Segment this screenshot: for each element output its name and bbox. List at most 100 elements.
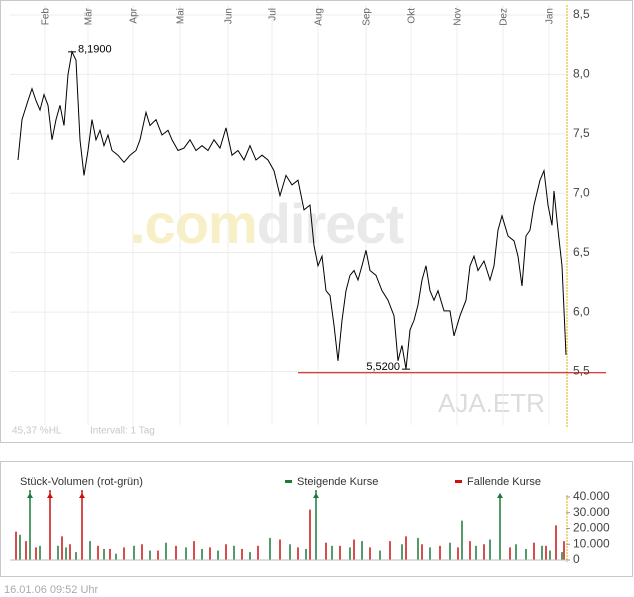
volume-bar	[75, 552, 77, 560]
volume-bar	[123, 547, 125, 560]
x-tick-label: Dez	[499, 8, 510, 26]
volume-bar	[69, 544, 71, 560]
volume-bar	[563, 541, 565, 560]
y-tick-label: 0	[573, 552, 580, 566]
volume-bar	[89, 541, 91, 560]
y-tick-label: 40.000	[573, 489, 610, 503]
volume-bar	[555, 525, 557, 560]
volume-bar	[61, 536, 63, 560]
volume-bar	[25, 541, 27, 560]
volume-bar	[35, 547, 37, 560]
volume-bar	[325, 542, 327, 560]
footer: 16.01.06 09:52 Uhr	[4, 584, 99, 596]
volume-bar	[309, 509, 311, 560]
volume-bar	[115, 553, 117, 560]
volume-bar	[489, 539, 491, 560]
y-tick-label: 5,5	[573, 364, 590, 378]
x-tick-label: Apr	[129, 7, 140, 23]
volume-bar	[561, 552, 563, 560]
volume-bar	[483, 544, 485, 560]
volume-bar	[141, 544, 143, 560]
volume-bar	[541, 545, 543, 560]
symbol: AJA.ETR	[438, 388, 545, 418]
volume-bar	[39, 545, 41, 560]
volume-bar	[499, 493, 501, 560]
volume-bar	[297, 547, 299, 560]
legend-swatch	[285, 480, 292, 483]
volume-bar	[525, 548, 527, 560]
volume-bar	[165, 542, 167, 560]
volume-bar	[201, 548, 203, 560]
volume-bar	[405, 536, 407, 560]
volume-bar	[315, 490, 317, 560]
volume-bar	[331, 545, 333, 560]
volume-bar	[19, 534, 21, 560]
x-tick-label: Mai	[176, 8, 187, 24]
volume-bar	[279, 539, 281, 560]
x-tick-label: Jan	[545, 8, 556, 24]
volume-bar	[233, 545, 235, 560]
y-tick-label: 6,5	[573, 245, 590, 259]
x-tick-label: Sep	[362, 8, 373, 26]
watermark: .comdirect	[130, 192, 404, 255]
volume-bar	[57, 545, 59, 560]
volume-title: Stück-Volumen (rot-grün)	[20, 476, 143, 488]
volume-bar	[509, 547, 511, 560]
volume-bar	[353, 539, 355, 560]
volume-bar	[149, 550, 151, 560]
volume-bar	[65, 547, 67, 560]
volume-bar	[461, 520, 463, 560]
volume-bar	[81, 490, 83, 560]
y-tick-label: 8,0	[573, 67, 590, 81]
volume-bar	[369, 547, 371, 560]
volume-bar	[389, 541, 391, 560]
volume-bar	[175, 545, 177, 560]
volume-bar	[533, 542, 535, 560]
volume-bar	[401, 544, 403, 560]
volume-bar	[209, 547, 211, 560]
volume-bar	[257, 545, 259, 560]
volume-bar	[417, 537, 419, 560]
volume-bar	[469, 541, 471, 560]
volume-bar	[29, 490, 31, 560]
x-tick-label: Nov	[453, 8, 464, 26]
footnote: Intervall: 1 Tag	[90, 426, 155, 437]
volume-bar	[515, 544, 517, 560]
volume-bar	[225, 544, 227, 560]
y-tick-label: 20.000	[573, 521, 610, 535]
volume-bar	[241, 548, 243, 560]
annotation: 8,1900	[78, 44, 112, 56]
volume-bar	[475, 545, 477, 560]
legend-swatch	[455, 480, 462, 483]
x-tick-label: Aug	[314, 8, 325, 26]
volume-bar	[97, 545, 99, 560]
y-tick-label: 7,5	[573, 126, 590, 140]
x-tick-label: Mär	[84, 7, 95, 25]
volume-bar	[429, 547, 431, 560]
volume-bar	[457, 547, 459, 560]
watermark-part: .com	[130, 192, 257, 255]
volume-bar	[109, 548, 111, 560]
volume-bar	[379, 550, 381, 560]
volume-bars	[15, 490, 565, 560]
volume-bar	[193, 541, 195, 560]
overflow-arrow	[27, 493, 33, 498]
volume-bar	[361, 541, 363, 560]
price-line	[17, 50, 567, 370]
y-tick-label: 8,5	[573, 7, 590, 21]
volume-bar	[269, 537, 271, 560]
y-tick-label: 30.000	[573, 505, 610, 519]
y-tick-label: 7,0	[573, 185, 590, 199]
x-tick-label: Okt	[407, 8, 418, 24]
volume-bar	[349, 547, 351, 560]
volume-bar	[449, 542, 451, 560]
volume-bar	[305, 548, 307, 560]
volume-bar	[249, 552, 251, 560]
volume-bar	[545, 545, 547, 560]
volume-bar	[217, 550, 219, 560]
volume-bar	[339, 545, 341, 560]
legend-label: Fallende Kurse	[467, 476, 541, 488]
volume-bar	[103, 548, 105, 560]
overflow-arrow	[79, 493, 85, 498]
